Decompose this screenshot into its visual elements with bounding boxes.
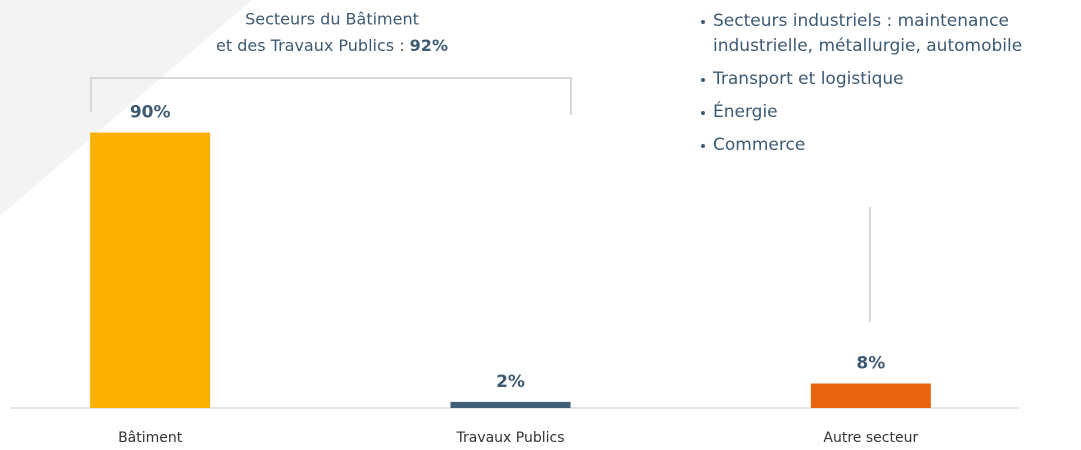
annotation-line: et des Travaux Publics : 92% — [216, 36, 448, 55]
bar — [450, 401, 571, 408]
value-label: 90% — [130, 103, 171, 123]
annotation-line: Secteurs du Bâtiment — [245, 10, 419, 29]
annotation-highlight: 92% — [410, 36, 448, 55]
x-tick-label: Bâtiment — [118, 430, 183, 446]
list-item: Commerce — [713, 135, 805, 155]
x-tick-label: Travaux Publics — [455, 430, 564, 446]
bullet — [701, 111, 705, 115]
bar — [810, 383, 931, 408]
list-item: industrielle, métallurgie, automobile — [713, 36, 1022, 56]
bullet — [701, 78, 705, 82]
list-item: Énergie — [713, 100, 778, 122]
bar — [90, 132, 211, 408]
list-item: Secteurs industriels : maintenance — [713, 11, 1009, 31]
x-tick-label: Autre secteur — [823, 430, 918, 446]
background-shape — [0, 0, 252, 216]
bullet — [701, 20, 705, 24]
bullet — [701, 144, 705, 148]
list-item: Transport et logistique — [712, 69, 904, 89]
annotation-text: et des Travaux Publics : — [216, 36, 410, 55]
bracket — [90, 77, 572, 115]
value-label: 8% — [856, 354, 885, 374]
value-label: 2% — [496, 372, 525, 392]
